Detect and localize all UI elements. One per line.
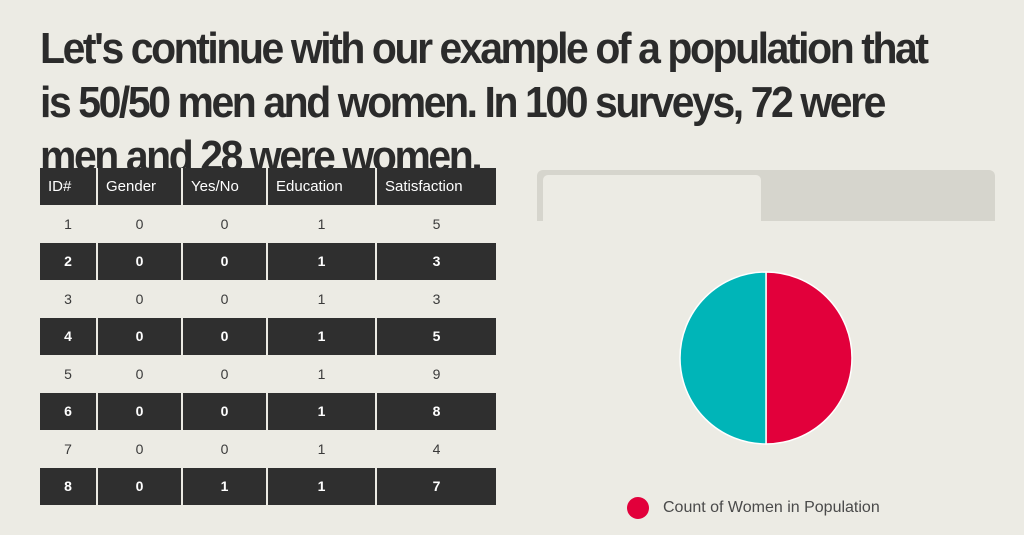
cell-satisfaction: 5 (376, 317, 496, 355)
table-row: 6 0 0 1 8 (40, 392, 496, 430)
cell-id: 6 (40, 392, 98, 430)
cell-yes-no: 0 (182, 430, 268, 468)
legend-label: Count of Women in Population (663, 499, 880, 516)
cell-education: 1 (267, 280, 377, 318)
cell-education: 1 (267, 242, 377, 280)
cell-id: 7 (40, 430, 98, 468)
cell-id: 1 (40, 205, 98, 243)
cell-yes-no: 0 (182, 317, 268, 355)
cell-satisfaction: 8 (376, 392, 496, 430)
pie-chart (679, 271, 853, 445)
cell-gender: 0 (97, 355, 183, 393)
cell-gender: 0 (97, 430, 183, 468)
cell-yes-no: 0 (182, 355, 268, 393)
cell-education: 1 (267, 317, 377, 355)
cell-education: 1 (267, 205, 377, 243)
chart-legend: Count of Women in Population (627, 496, 880, 520)
column-header-education: Education (267, 168, 377, 205)
cell-satisfaction: 3 (376, 242, 496, 280)
cell-yes-no: 0 (182, 280, 268, 318)
cell-yes-no: 0 (182, 205, 268, 243)
cell-satisfaction: 3 (432, 290, 441, 307)
cell-gender: 0 (97, 392, 183, 430)
pie-slice-0 (765, 271, 853, 445)
table-row: 2 0 0 1 3 (40, 242, 496, 280)
legend-swatch (627, 497, 649, 519)
cell-gender: 0 (97, 467, 183, 505)
table-row: 5 0 0 1 9 (40, 355, 496, 393)
column-header-satisfaction: Satisfaction (376, 168, 496, 205)
cell-satisfaction: 5 (432, 215, 441, 232)
cell-satisfaction: 7 (376, 467, 496, 505)
cell-gender: 0 (97, 317, 183, 355)
cell-gender: 0 (97, 280, 183, 318)
table-row: 4 0 0 1 5 (40, 317, 496, 355)
table-row: 8 0 1 1 7 (40, 467, 496, 505)
column-header-id: ID# (40, 168, 98, 205)
cell-education: 1 (267, 355, 377, 393)
cell-satisfaction: 9 (432, 365, 441, 382)
column-header-gender: Gender (97, 168, 183, 205)
headline: Let's continue with our example of a pop… (40, 24, 929, 181)
cell-gender: 0 (97, 242, 183, 280)
table-row: 1 0 0 1 5 (40, 205, 496, 243)
cell-id: 2 (40, 242, 98, 280)
cell-satisfaction: 4 (432, 440, 441, 457)
table-row: 7 0 0 1 4 (40, 430, 496, 468)
cell-education: 1 (267, 467, 377, 505)
cell-education: 1 (267, 430, 377, 468)
cell-yes-no: 0 (182, 392, 268, 430)
table-row: 3 0 0 1 3 (40, 280, 496, 318)
cell-yes-no: 0 (182, 242, 268, 280)
table-header-row: ID# Gender Yes/No Education Satisfaction (40, 168, 496, 205)
chart-tab-active[interactable] (543, 175, 761, 225)
cell-yes-no: 1 (182, 467, 268, 505)
cell-id: 3 (40, 280, 98, 318)
cell-id: 5 (40, 355, 98, 393)
cell-id: 4 (40, 317, 98, 355)
cell-id: 8 (40, 467, 98, 505)
pie-slice-1 (679, 271, 767, 445)
column-header-yes-no: Yes/No (182, 168, 268, 205)
cell-gender: 0 (97, 205, 183, 243)
cell-education: 1 (267, 392, 377, 430)
survey-data-table: ID# Gender Yes/No Education Satisfaction… (40, 168, 496, 505)
